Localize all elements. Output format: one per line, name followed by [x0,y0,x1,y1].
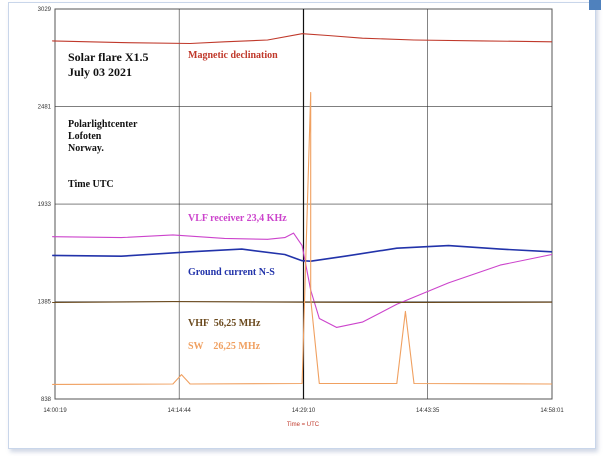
data-point [362,321,363,323]
data-point [301,245,303,246]
data-point [120,237,122,238]
data-point [396,247,398,249]
data-point [396,304,398,305]
data-point [310,92,311,93]
data-point [344,255,346,257]
x-axis-label: Time = UTC [287,422,320,428]
data-point [267,39,268,41]
series-line-5 [52,91,552,385]
data-point [405,311,406,312]
data-point [181,374,182,375]
data-point [120,255,122,257]
data-point [336,327,337,328]
data-point [51,40,53,42]
data-point [310,298,311,300]
series-label-ground-current: Ground current N-S [188,267,275,278]
chart-title-line-2: July 03 2021 [68,65,132,79]
data-point [551,251,553,253]
data-point [551,301,553,303]
data-point [224,238,225,239]
x-tick-label: 14:43:35 [416,408,440,414]
station-line-3: Norway. [68,143,104,154]
series-line-3 [52,244,552,263]
x-tick-label: 14:00:19 [43,408,67,414]
series-label-vhf: VHF 56,25 MHz [188,318,261,329]
x-tick-label: 14:29:10 [292,408,316,414]
data-point [499,264,501,266]
x-tick-label: 14:58:01 [540,408,564,414]
data-point [551,41,553,43]
data-point [301,260,303,261]
x-axis-ticks: 14:00:19 14:14:44 14:29:10 14:43:35 14:58:01 [43,408,564,414]
data-point [362,37,363,39]
data-point [301,33,303,35]
data-point [284,237,286,238]
data-point [189,43,191,44]
data-point [422,302,423,303]
data-point [172,301,174,302]
series-lines [51,33,553,385]
corner-accent [589,0,601,10]
data-point [551,383,553,385]
data-point [241,248,243,250]
data-point [293,232,294,234]
chart-title-line-1: Solar flare X1.5 [68,50,149,64]
y-axis-ticks: 838 1385 1933 2481 3029 [38,7,52,403]
data-point [301,383,303,384]
series-label-magnetic: Magnetic declination [188,50,278,61]
data-point [120,42,122,43]
data-point [51,302,53,303]
data-point [51,255,53,256]
data-point [224,41,225,43]
data-point [448,245,449,246]
data-point [551,254,553,255]
series-label-sw: SW 26,25 MHz [188,341,261,352]
data-point [172,234,174,236]
y-tick-label: 1933 [38,202,52,208]
data-point [413,39,415,41]
data-point [318,318,320,319]
data-point [172,383,174,385]
data-point [51,384,53,385]
data-point [189,383,191,385]
series-label-vlf: VLF receiver 23,4 KHz [188,213,287,224]
y-tick-label: 3029 [38,7,52,13]
time-utc-label: Time UTC [68,179,114,190]
station-line-1: Polarlightcenter [68,119,138,130]
y-tick-label: 838 [41,397,52,403]
station-line-2: Lofoten [68,131,102,142]
data-point [327,35,329,36]
data-point [301,301,303,303]
data-point [396,383,398,384]
data-point [318,383,320,384]
data-point [51,236,53,237]
data-point [267,239,268,240]
series-line-2 [52,232,553,328]
data-point [482,40,484,42]
y-tick-label: 2481 [38,105,52,111]
data-point [499,248,501,250]
data-point [413,383,415,384]
data-point [189,251,191,253]
data-point [448,282,449,284]
x-tick-label: 14:14:44 [167,408,191,414]
data-point [284,254,286,255]
y-tick-label: 1385 [38,300,52,306]
